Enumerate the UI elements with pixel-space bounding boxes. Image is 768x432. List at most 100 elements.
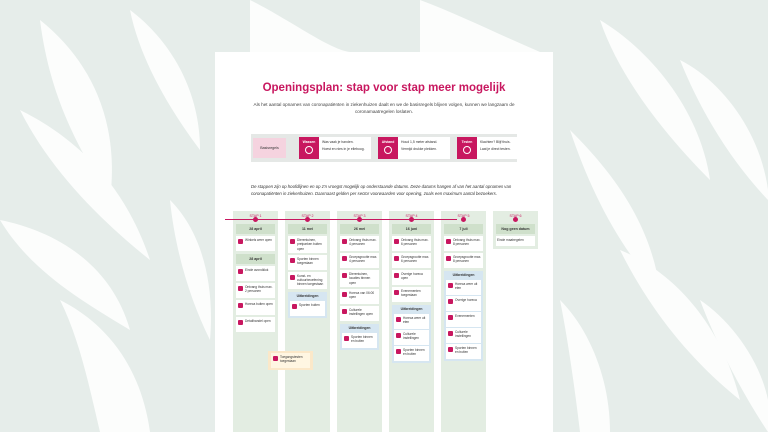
stage-column-5: STAP 5 7 juli Ontvang thuis max. 8 perso… (441, 211, 486, 432)
extensions-section: Uitbreidingen Horeca weer uit eten Cultu… (392, 305, 431, 363)
timeline-line (225, 219, 457, 220)
rule-distance-line-2: Vermijd drukke plekken. (401, 147, 437, 151)
sport-icon (292, 303, 297, 309)
extensions-section: Uitbreidingen Horeca weer uit eten Overi… (444, 271, 483, 361)
rule-test-line-1: Klachten? Blijf thuis. (480, 140, 511, 144)
hand-wash-icon (305, 146, 313, 154)
sport-icon (448, 347, 453, 352)
stage-column-1: STAP 1 28 april Winkels weer open 28 apr… (233, 211, 278, 432)
extensions-section: Uitbreidingen Sporten binnen en buiten (340, 323, 379, 350)
list-item: Groepsgrootte max. 6 personen (392, 253, 431, 268)
timeline-dot (461, 217, 466, 222)
timeline-dot (513, 217, 518, 222)
stage-date: 16 juni (392, 224, 431, 234)
rule-test-line-2: Laat je direct testen. (480, 147, 511, 151)
rule-test-head: Testen (461, 140, 473, 144)
rule-wash-head: Wassen (302, 140, 316, 144)
list-item: Ontvang thuis max. 4 personen (340, 236, 379, 251)
rule-wash: Wassen Was vaak je handen. Hoest en nies … (299, 137, 371, 159)
cutlery-icon (396, 317, 401, 322)
intro-text: De stappen zijn op hoofdlijnen en op z'n… (251, 184, 512, 196)
infographic-sheet: Openingsplan: stap voor stap meer mogeli… (215, 52, 553, 432)
rule-wash-line-1: Was vaak je handen. (322, 140, 354, 144)
extensions-title: Uitbreidingen (296, 293, 319, 298)
distance-icon (384, 146, 392, 154)
event-icon (394, 290, 399, 295)
list-item: Sporten binnen en buiten (394, 346, 429, 361)
stage-date: 28 april (236, 224, 275, 234)
list-item: Horeca buiten open (236, 300, 275, 315)
list-item: Horeca van 06:00 open (340, 288, 379, 304)
list-item: Ontvang thuis max. 2 personen (236, 283, 275, 298)
list-item: Culturele instellingen (446, 328, 481, 343)
rule-test: Testen Klachten? Blijf thuis. Laat je dir… (457, 137, 517, 159)
extensions-title: Uitbreidingen (452, 273, 475, 277)
zoo-icon (290, 239, 295, 244)
stage-date: Nog geen datum (496, 224, 535, 234)
page-title: Openingsplan: stap voor stap meer mogeli… (262, 82, 506, 94)
sport-icon (344, 335, 349, 341)
stage-date: 11 mei (288, 224, 327, 234)
extensions-section: Uitbreidingen Sporten buiten (288, 291, 327, 318)
stage-label: STAP 2 (301, 214, 314, 218)
sport-icon (396, 349, 401, 354)
zoo-icon (342, 273, 347, 278)
cafe-icon (238, 303, 243, 308)
list-item: Kunst- en cultuurbeoefening binnen toege… (288, 271, 327, 289)
stage-column-6: STAP 6 Nog geen datum Einde maatregelen (493, 211, 538, 249)
theater-icon (396, 333, 401, 338)
stage-label: STAP 6 (509, 214, 522, 218)
basic-rules-panel: Basisregels Wassen Was vaak je handen. Ho… (251, 134, 517, 162)
list-item: Evenementen toegestaan (392, 287, 431, 302)
clock-icon (238, 269, 243, 274)
stage-column-4: STAP 4 16 juni Ontvang thuis max. 6 pers… (389, 211, 434, 432)
list-item: Sporten binnen toegestaan (288, 254, 327, 270)
stage-label: STAP 3 (353, 214, 366, 218)
stage-label: STAP 5 (457, 214, 470, 218)
theater-icon (342, 308, 347, 314)
list-item: Ontvang thuis max. 6 personen (392, 236, 431, 251)
sport-icon (290, 257, 295, 263)
stage-column-2: STAP 2 11 mei Dierentuinen, pretparken b… (285, 211, 330, 432)
stage-label: STAP 1 (249, 214, 262, 218)
list-item: Sporten binnen en buiten (446, 344, 481, 359)
group-icon (446, 256, 451, 261)
page-subtitle: Als het aantal opnames van coronapatiënt… (253, 102, 515, 114)
test-icon (463, 146, 471, 154)
list-item: Detailhandel open (236, 317, 275, 332)
group-icon (342, 256, 347, 261)
list-item: Ontvang thuis max. 8 personen (444, 236, 483, 251)
house-icon (446, 239, 451, 244)
house-icon (238, 286, 243, 291)
shop-icon (238, 239, 243, 244)
rule-distance-head: Afstand (381, 140, 395, 144)
house-icon (394, 239, 399, 244)
stage-label: STAP 4 (405, 214, 418, 218)
cutlery-icon (448, 283, 453, 288)
list-item: Winkels weer open (236, 236, 275, 251)
culture-icon (290, 274, 295, 280)
basic-rules-label: Basisregels (253, 138, 286, 158)
list-item: Dierentuinen, pretparken buiten open (288, 236, 327, 253)
list-item: Horeca weer uit eten (446, 280, 481, 295)
extensions-title: Uitbreidingen (400, 307, 423, 311)
list-item: Dierentuinen, locaties binnen open (340, 270, 379, 287)
cafe-icon (394, 273, 399, 278)
list-item: Culturele instellingen (394, 330, 429, 345)
list-item: Einde avondklok (236, 266, 275, 281)
stage-date: 26 mei (340, 224, 379, 234)
access-testing-box: Toegangstesten toegestaan (268, 351, 313, 370)
list-item: Sporten buiten (290, 300, 325, 316)
rule-distance: Afstand Houd 1,5 meter afstand. Vermijd d… (378, 137, 450, 159)
test-ticket-icon (273, 356, 278, 361)
list-item: Overige horeca open (392, 270, 431, 285)
extensions-title: Uitbreidingen (348, 325, 371, 330)
list-item: Groepsgrootte max. 4 personen (340, 253, 379, 268)
cafe-icon (342, 291, 347, 297)
rule-distance-line-1: Houd 1,5 meter afstand. (401, 140, 438, 144)
stage-date: 28 april (236, 254, 275, 264)
list-item: Overige horeca (446, 296, 481, 311)
list-item: Horeca weer uit eten (394, 314, 429, 329)
stage-date: 7 juli (444, 224, 483, 234)
